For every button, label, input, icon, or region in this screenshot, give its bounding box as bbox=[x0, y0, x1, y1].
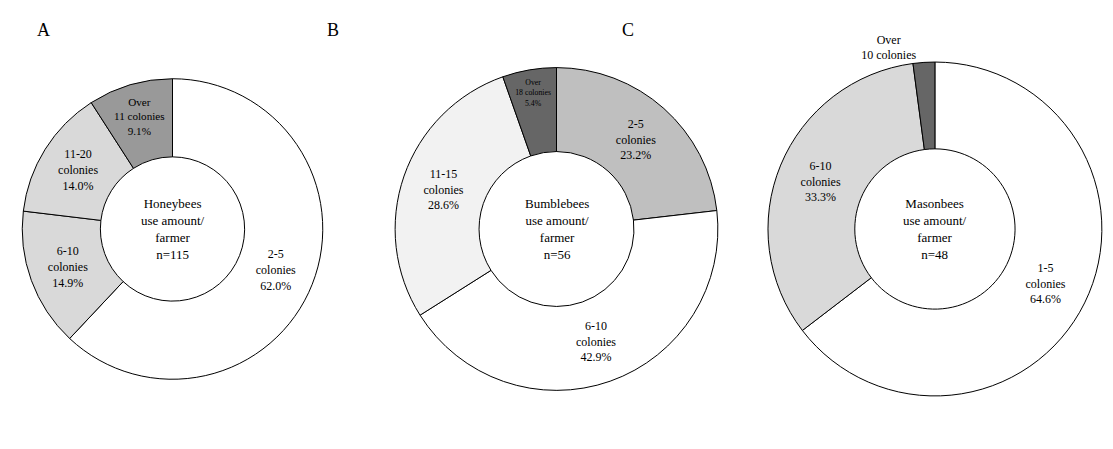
svg-text:Over18 colonies5.4%: Over18 colonies5.4% bbox=[515, 78, 551, 107]
svg-text:B: B bbox=[327, 20, 339, 40]
svg-text:Over10 colonies: Over10 colonies bbox=[861, 33, 916, 63]
svg-text:6-10colonies14.9%: 6-10colonies14.9% bbox=[48, 244, 88, 289]
svg-text:2-5colonies23.2%: 2-5colonies23.2% bbox=[616, 117, 656, 162]
svg-text:6-10colonies42.9%: 6-10colonies42.9% bbox=[576, 319, 616, 364]
svg-text:A: A bbox=[37, 20, 50, 40]
svg-text:1-5colonies64.6%: 1-5colonies64.6% bbox=[1026, 261, 1066, 306]
svg-text:C: C bbox=[622, 20, 634, 40]
svg-text:Bumblebeesuse amount/farmern=5: Bumblebeesuse amount/farmern=56 bbox=[525, 196, 589, 262]
svg-text:Honeybeesuse amount/farmern=11: Honeybeesuse amount/farmern=115 bbox=[141, 196, 205, 262]
svg-text:Over11 colonies9.1%: Over11 colonies9.1% bbox=[114, 96, 165, 137]
svg-text:6-10colonies33.3%: 6-10colonies33.3% bbox=[801, 159, 841, 204]
svg-text:11-15colonies28.6%: 11-15colonies28.6% bbox=[424, 167, 464, 212]
svg-text:2-5colonies62.0%: 2-5colonies62.0% bbox=[256, 247, 296, 292]
svg-text:Masonbeesuse amount/farmern=48: Masonbeesuse amount/farmern=48 bbox=[903, 196, 967, 262]
svg-text:11-20colonies14.0%: 11-20colonies14.0% bbox=[58, 147, 98, 192]
